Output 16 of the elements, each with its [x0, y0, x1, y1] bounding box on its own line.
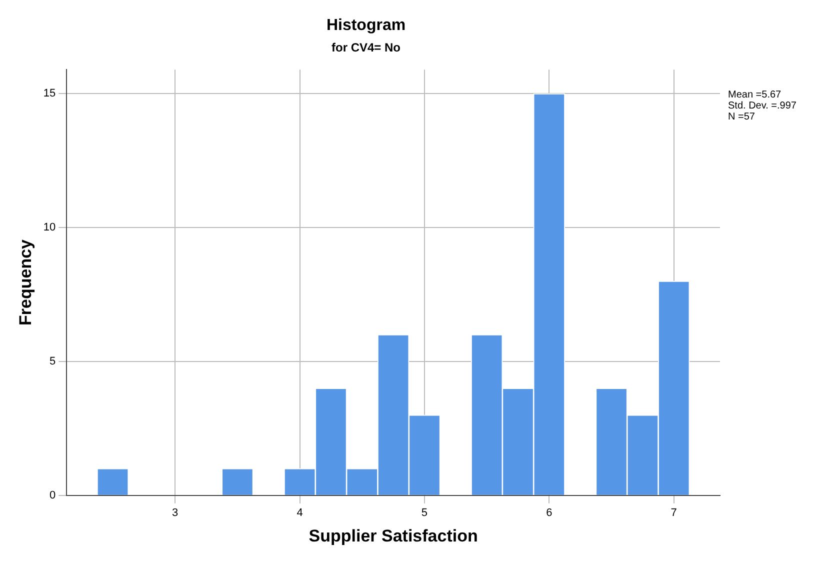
x-tick-label: 6 [546, 507, 552, 520]
x-tick-label: 4 [296, 507, 303, 520]
y-tick-label: 10 [43, 222, 56, 234]
chart-title: Histogram [326, 17, 406, 34]
y-tick-label: 5 [50, 356, 56, 368]
text: Mean =5.67 [728, 89, 782, 100]
x-tick-label: 3 [172, 507, 178, 520]
y-axis-title: Frequency [16, 238, 35, 326]
text: N =57 [728, 111, 756, 122]
y-tick-label: 15 [43, 88, 56, 100]
x-axis-title: Supplier Satisfaction [308, 526, 478, 546]
x-tick-label: 7 [670, 507, 677, 520]
x-tick-label: 5 [421, 507, 428, 520]
chart-subtitle: for CV4= No [331, 40, 401, 55]
y-tick-label: 0 [50, 489, 56, 502]
text: Std. Dev. =.997 [728, 100, 797, 112]
